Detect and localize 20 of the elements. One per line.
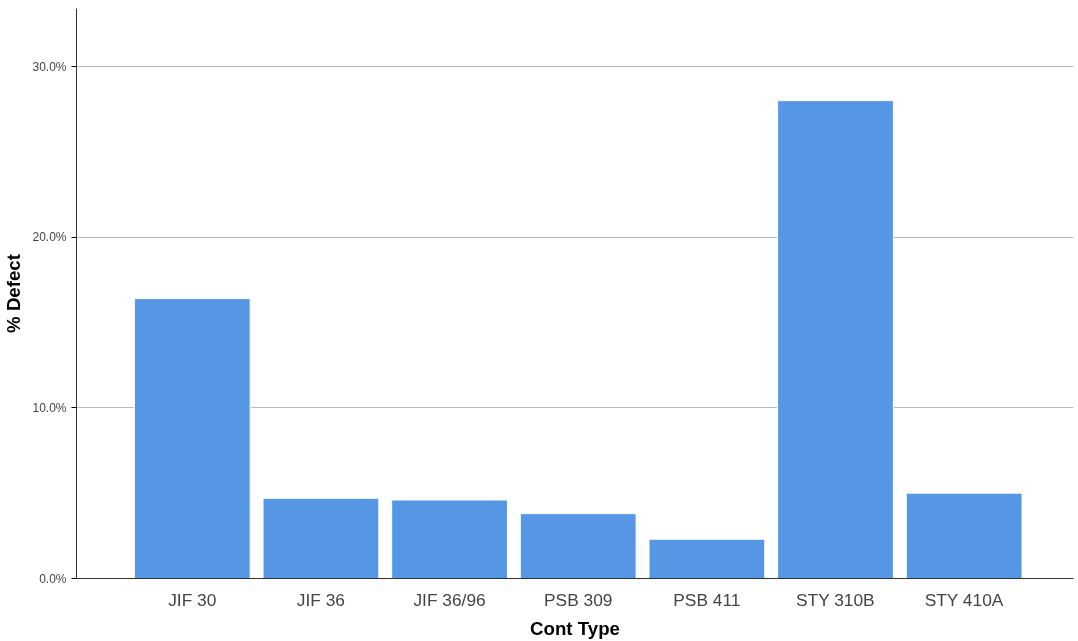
bar [262,497,380,579]
x-tick-label: PSB 309 [544,589,613,610]
y-tick-label: 30.0% [32,59,67,74]
bar [905,492,1023,579]
x-tick-label: STY 410A [924,589,1004,610]
y-tick-label: 20.0% [32,230,67,245]
bar [133,298,251,579]
y-tick-label: 0.0% [39,571,67,586]
x-tick-label: JIF 36/96 [413,589,486,610]
x-axis-title: Cont Type [530,617,620,639]
bar [648,538,766,579]
x-tick-label: STY 310B [796,589,875,610]
x-tick-label: JIF 36 [296,589,346,610]
x-tick-label: PSB 411 [673,589,741,610]
y-tick-label: 10.0% [32,400,67,415]
bar [519,513,637,579]
bar [777,100,894,579]
x-tick-label: JIF 30 [168,589,217,610]
y-axis-title: % Defect [3,254,25,333]
bar [391,499,508,579]
